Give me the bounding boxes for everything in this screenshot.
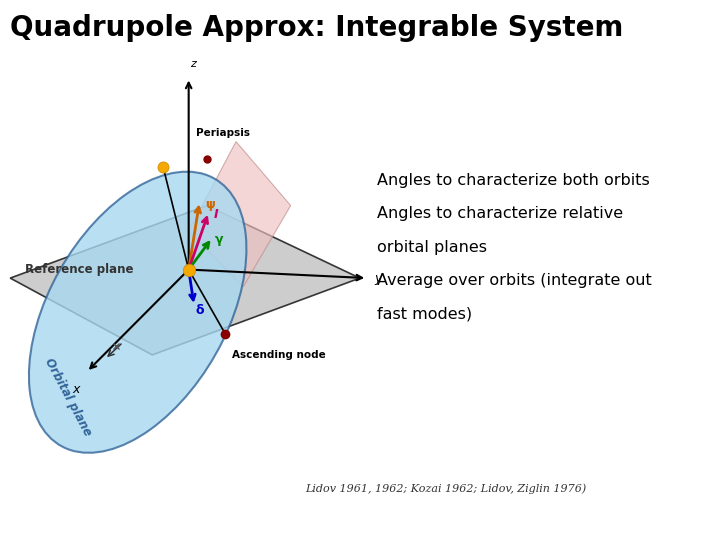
Text: δ: δ [195, 305, 204, 318]
Text: orbital planes: orbital planes [377, 240, 487, 255]
Text: γ: γ [215, 233, 223, 246]
Text: Orbital plane: Orbital plane [42, 356, 94, 438]
Text: Average over orbits (integrate out: Average over orbits (integrate out [377, 273, 652, 288]
Text: Ascending node: Ascending node [233, 350, 326, 360]
Text: I: I [213, 207, 218, 220]
Text: Lidov 1961, 1962; Kozai 1962; Lidov, Ziglin 1976): Lidov 1961, 1962; Kozai 1962; Lidov, Zig… [305, 483, 587, 494]
Ellipse shape [29, 172, 246, 453]
Text: x: x [72, 382, 79, 395]
Text: Angles to characterize both orbits: Angles to characterize both orbits [377, 173, 650, 188]
Text: Angles to characterize relative: Angles to characterize relative [377, 206, 624, 221]
Text: y: y [374, 272, 382, 285]
Text: z: z [191, 59, 197, 69]
Polygon shape [189, 141, 291, 287]
Text: Periapsis: Periapsis [196, 128, 250, 138]
Polygon shape [10, 206, 360, 355]
Text: fast modes): fast modes) [377, 307, 472, 322]
Text: ψ: ψ [205, 198, 215, 211]
Text: Quadrupole Approx: Integrable System: Quadrupole Approx: Integrable System [10, 14, 624, 42]
Text: Reference plane: Reference plane [25, 263, 134, 276]
